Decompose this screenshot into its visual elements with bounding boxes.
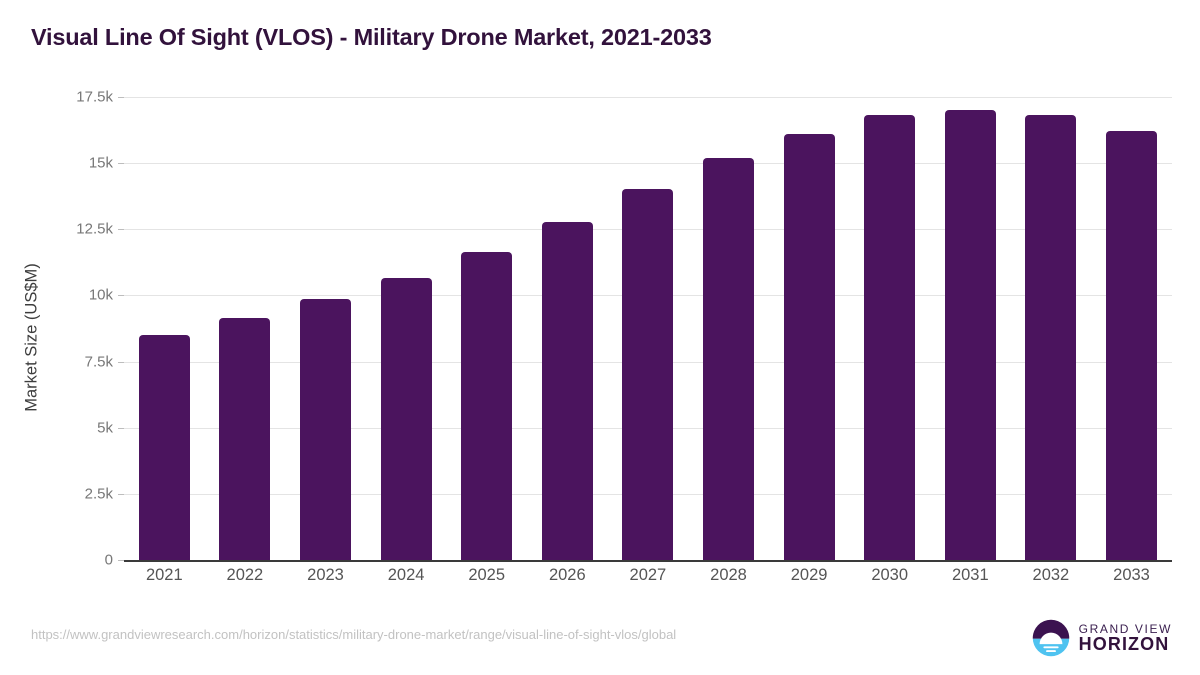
y-tick-label: 10k bbox=[88, 286, 113, 304]
bar-2031[interactable] bbox=[944, 109, 996, 560]
y-tick-label: 2.5k bbox=[84, 485, 113, 503]
bar-2023[interactable] bbox=[300, 298, 351, 560]
y-tick-label: 0 bbox=[104, 551, 113, 569]
x-tick-label-2023: 2023 bbox=[307, 566, 344, 584]
gridline bbox=[124, 97, 1172, 98]
y-tick-mark bbox=[118, 295, 124, 297]
x-tick-label-2025: 2025 bbox=[468, 566, 506, 584]
y-tick-label: 12.5k bbox=[76, 220, 113, 238]
x-tick-label-2032: 2032 bbox=[1032, 566, 1070, 584]
logo-wordmark: GRAND VIEW HORIZON bbox=[1078, 621, 1172, 654]
bar-2028[interactable] bbox=[703, 158, 754, 560]
x-tick-label-2033: 2033 bbox=[1113, 566, 1150, 584]
bar-2024[interactable] bbox=[380, 278, 432, 560]
page-title: Visual Line Of Sight (VLOS) - Military D… bbox=[31, 24, 712, 50]
bar-2026[interactable] bbox=[541, 221, 593, 560]
bar-2032[interactable] bbox=[1025, 114, 1077, 560]
y-tick-label: 15k bbox=[88, 154, 113, 172]
grand-view-horizon-logo: GRAND VIEW HORIZON bbox=[1032, 619, 1172, 657]
y-tick-mark bbox=[118, 361, 124, 363]
horizon-circle-icon bbox=[1032, 619, 1069, 657]
x-tick-label-2031: 2031 bbox=[951, 566, 989, 584]
y-tick-label: 17.5k bbox=[76, 88, 113, 106]
y-tick-mark bbox=[118, 560, 124, 561]
y-tick-mark bbox=[118, 97, 124, 98]
x-tick-label-2027: 2027 bbox=[629, 566, 667, 584]
logo-line-1: GRAND VIEW bbox=[1078, 621, 1172, 636]
bar-2033[interactable] bbox=[1106, 130, 1157, 560]
bar-2030[interactable] bbox=[864, 114, 916, 560]
bar-2021[interactable] bbox=[138, 335, 190, 560]
y-axis-title: Market Size (US$M) bbox=[22, 263, 41, 412]
bar-2029[interactable] bbox=[783, 134, 835, 560]
x-tick-label-2024: 2024 bbox=[387, 566, 425, 584]
x-axis-line bbox=[124, 560, 1172, 562]
y-tick-mark bbox=[118, 493, 124, 495]
y-tick-label: 5k bbox=[97, 419, 113, 437]
source-url[interactable]: https://www.grandviewresearch.com/horizo… bbox=[31, 627, 677, 642]
x-tick-label-2021: 2021 bbox=[145, 566, 183, 584]
y-tick-mark bbox=[118, 229, 124, 231]
x-tick-label-2030: 2030 bbox=[871, 566, 909, 584]
bar-2027[interactable] bbox=[622, 189, 674, 560]
y-tick-mark bbox=[118, 163, 124, 165]
y-tick-label: 7.5k bbox=[84, 353, 113, 371]
y-tick-mark bbox=[118, 427, 124, 429]
gridline bbox=[124, 163, 1172, 165]
bar-2022[interactable] bbox=[219, 318, 271, 560]
logo-line-2: HORIZON bbox=[1078, 633, 1170, 654]
bar-2025[interactable] bbox=[461, 252, 513, 560]
x-tick-label-2026: 2026 bbox=[548, 566, 586, 584]
x-tick-label-2028: 2028 bbox=[710, 566, 747, 584]
x-tick-label-2029: 2029 bbox=[790, 566, 828, 584]
x-tick-label-2022: 2022 bbox=[226, 566, 264, 584]
